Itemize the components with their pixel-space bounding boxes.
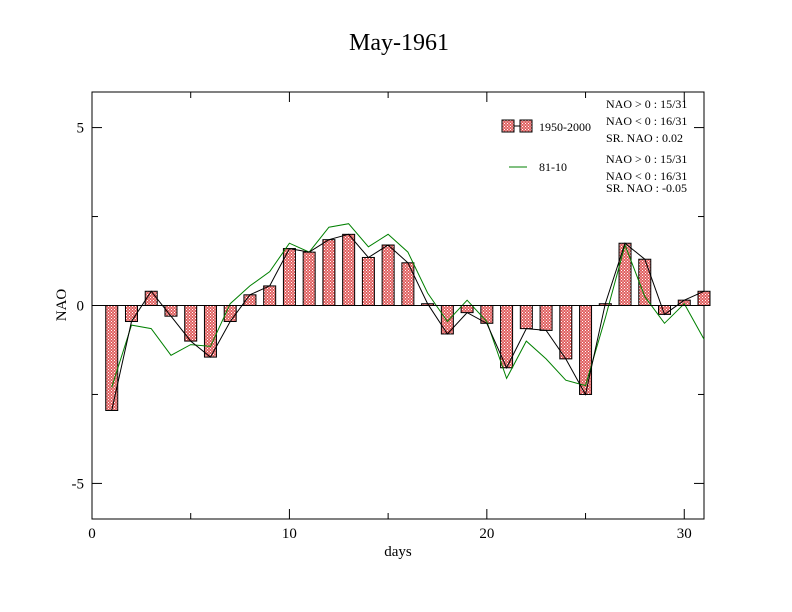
- x-tick-label-0: 0: [88, 526, 96, 542]
- legend-entry-81-10: 81-10 NAO > 0 : 15/31 NAO < 0 : 16/31 SR…: [509, 152, 687, 195]
- legend-stat-2-1: NAO < 0 : 16/31: [606, 169, 687, 183]
- bar-day-25: [579, 305, 593, 395]
- series-line-1950-2000: [111, 233, 705, 411]
- legend-swatch-bar-1: [501, 119, 515, 133]
- bar-day-19: [460, 305, 474, 314]
- series-line-81-10: [111, 223, 705, 388]
- legend-stat-1-1: NAO < 0 : 16/31: [606, 114, 687, 128]
- bar-day-23: [539, 305, 553, 331]
- legend-stat-1-0: NAO > 0 : 15/31: [606, 97, 687, 111]
- bar-day-9: [263, 285, 277, 307]
- bar-day-16: [401, 262, 415, 306]
- legend: 1950-2000 NAO > 0 : 15/31 NAO < 0 : 16/3…: [501, 97, 687, 195]
- legend-stat-2-2: SR. NAO : -0.05: [606, 181, 687, 195]
- bar-day-28: [638, 258, 652, 307]
- legend-label-1950-2000: 1950-2000: [539, 120, 591, 134]
- y-axis-label: NAO: [54, 289, 70, 322]
- bar-day-27: [618, 242, 632, 307]
- legend-stat-2-0: NAO > 0 : 15/31: [606, 152, 687, 166]
- legend-stat-1-2: SR. NAO : 0.02: [606, 131, 683, 145]
- bars-layer: [105, 233, 711, 411]
- bar-day-12: [322, 239, 336, 307]
- x-axis-label: days: [384, 544, 412, 560]
- bar-day-2: [124, 305, 138, 323]
- y-tick-label-0: 0: [77, 299, 85, 315]
- bar-day-11: [302, 251, 316, 306]
- tick-labels-layer: 0 10 20 30 -5 0 5: [72, 121, 692, 542]
- bar-day-13: [342, 233, 356, 306]
- legend-entry-1950-2000: 1950-2000 NAO > 0 : 15/31 NAO < 0 : 16/3…: [501, 97, 687, 145]
- chart-title: May-1961: [349, 30, 449, 56]
- y-tick-label--5: -5: [72, 476, 85, 492]
- bar-day-15: [381, 244, 395, 306]
- bar-day-1: [105, 305, 119, 411]
- bar-day-24: [559, 305, 573, 360]
- bar-day-22: [519, 305, 533, 330]
- x-tick-label-10: 10: [282, 526, 297, 542]
- legend-swatch-bar-2: [519, 119, 533, 133]
- lines-layer: [111, 223, 705, 411]
- x-tick-label-20: 20: [479, 526, 494, 542]
- legend-label-81-10: 81-10: [539, 160, 567, 174]
- x-tick-label-30: 30: [677, 526, 692, 542]
- bar-day-14: [361, 256, 375, 306]
- y-tick-label-5: 5: [77, 121, 85, 137]
- ticks-layer: [91, 92, 704, 519]
